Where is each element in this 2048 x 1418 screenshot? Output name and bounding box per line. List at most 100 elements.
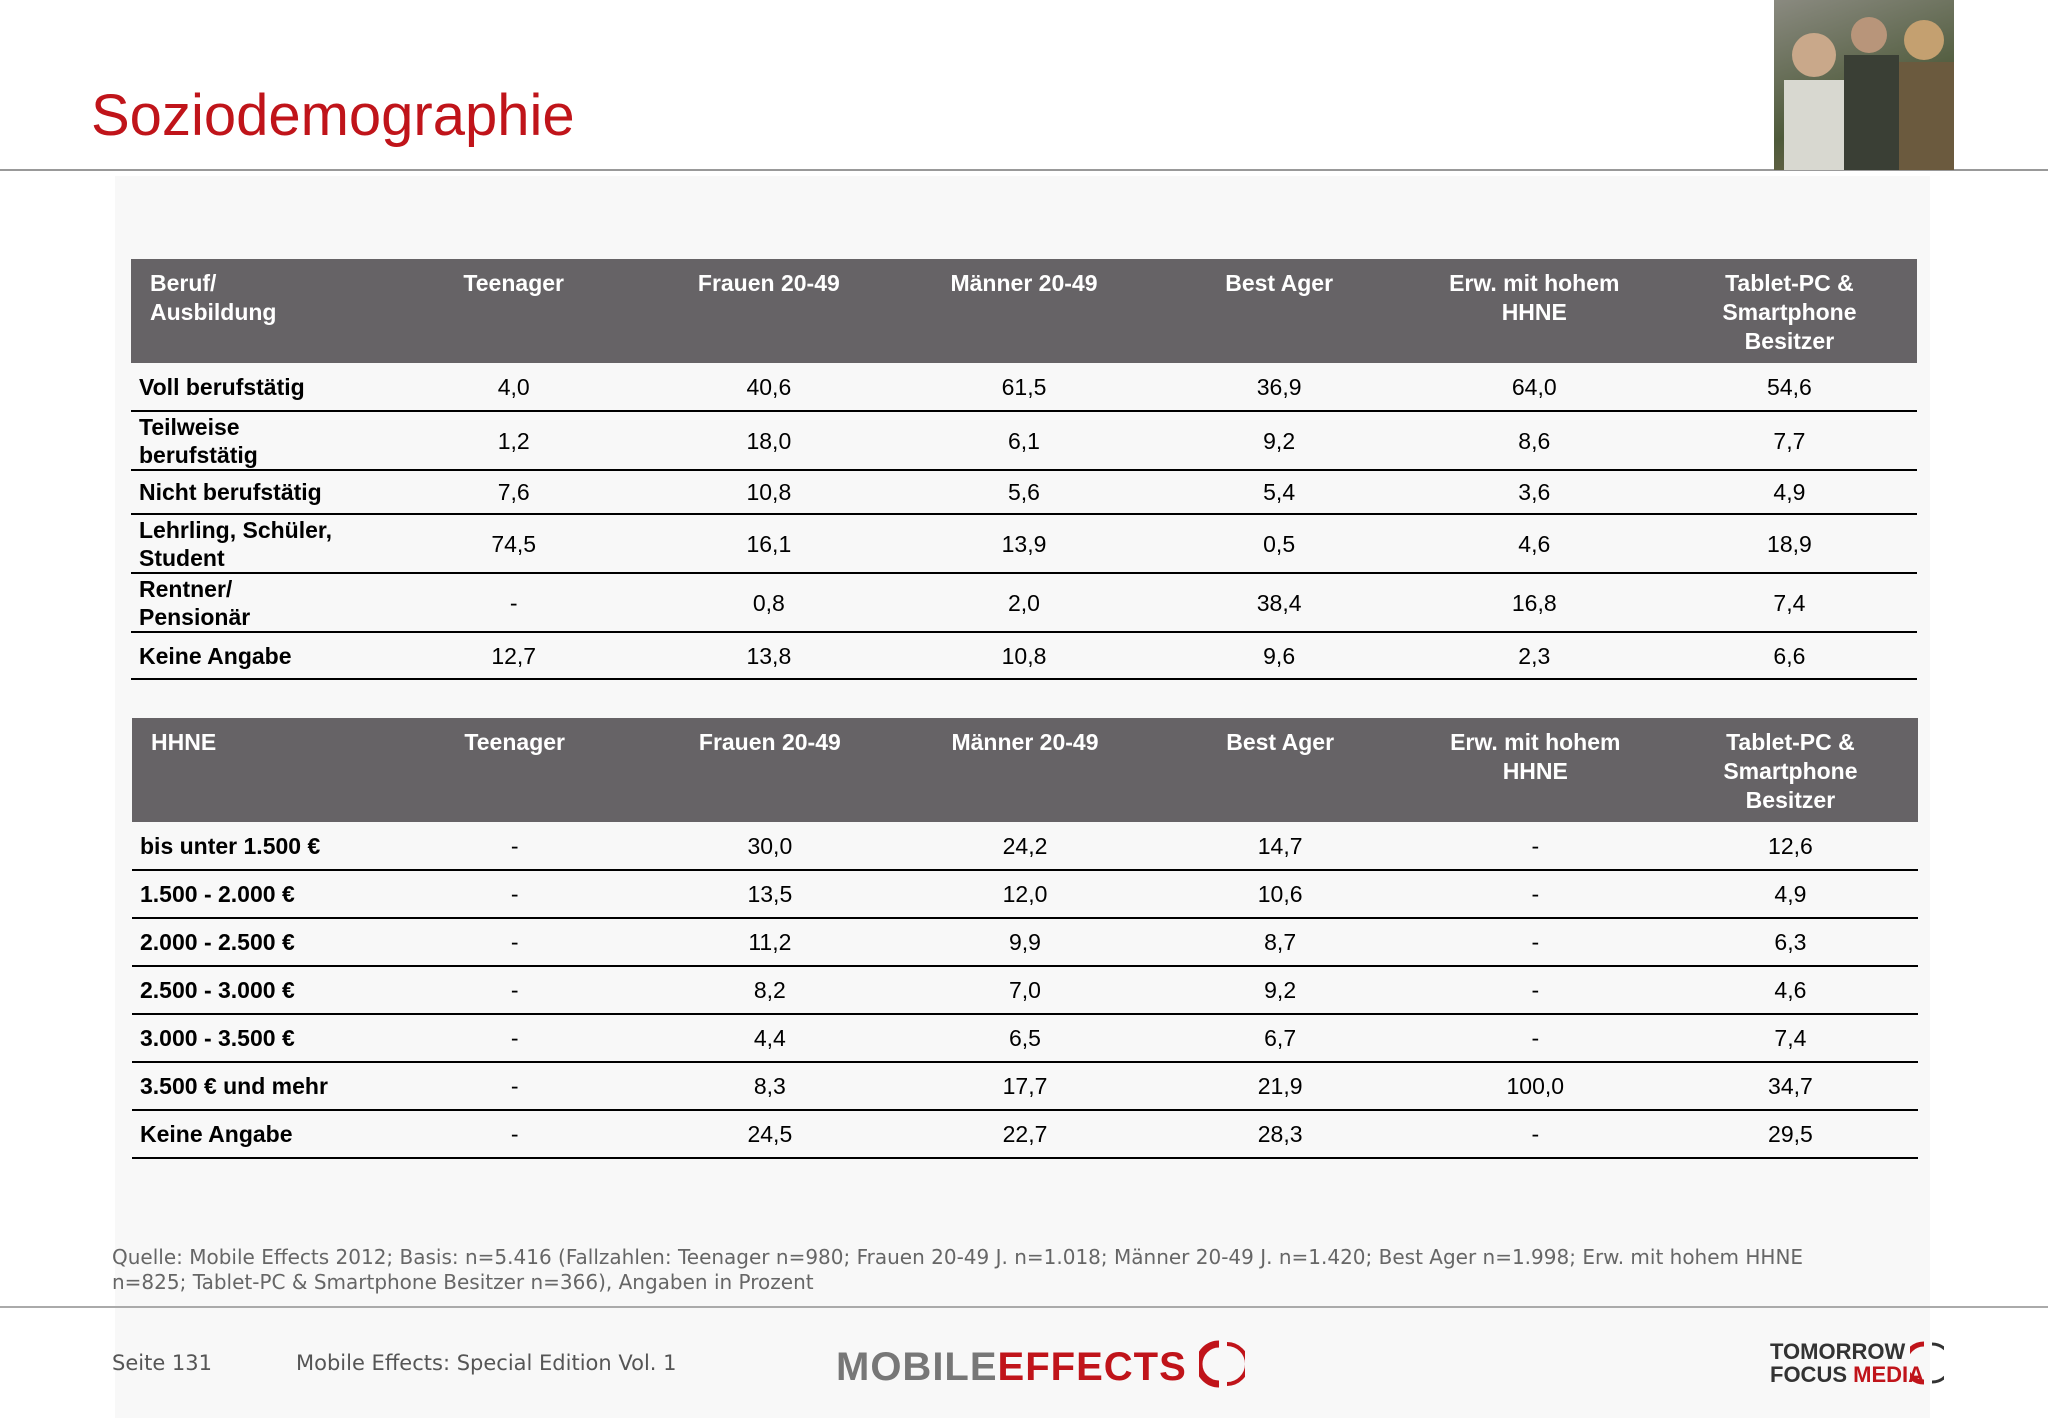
- row-label: 2.500 - 3.000 €: [132, 966, 388, 1015]
- cell: 17,7: [897, 1062, 1153, 1111]
- logo-mark: [1195, 1340, 1249, 1388]
- cell: 40,6: [641, 363, 897, 412]
- table-row: 3.500 € und mehr -8,3 17,7 21,9 100,0 34,7: [132, 1062, 1918, 1111]
- cell: 16,8: [1406, 573, 1662, 633]
- row-label: 3.000 - 3.500 €: [132, 1014, 388, 1063]
- cell: 13,8: [641, 632, 897, 680]
- cell: 10,8: [641, 470, 897, 515]
- column-header: Frauen 20-49: [642, 718, 898, 822]
- cell: -: [387, 870, 643, 919]
- cell: -: [1407, 822, 1663, 871]
- cell: 4,6: [1406, 514, 1662, 574]
- header-photo: [1774, 0, 1954, 170]
- divider: [0, 1306, 2048, 1308]
- column-header: Männer 20-49: [897, 718, 1153, 822]
- cell: 5,6: [896, 470, 1152, 515]
- table-row: Nicht berufstätig 7,6 10,8 5,6 5,4 3,6 4,9: [131, 470, 1917, 515]
- cell: 8,6: [1406, 411, 1662, 471]
- cell: 16,1: [641, 514, 897, 574]
- cell: 13,9: [896, 514, 1152, 574]
- row-label: Voll berufstätig: [131, 363, 387, 412]
- cell: -: [386, 573, 642, 633]
- column-header: Tablet-PC & Smartphone Besitzer: [1662, 718, 1918, 822]
- cell: 54,6: [1661, 363, 1917, 412]
- cell: 1,2: [386, 411, 642, 471]
- cell: 22,7: [897, 1110, 1153, 1159]
- occupation-table: Beruf/ Ausbildung Teenager Frauen 20-49 Män…: [131, 259, 1917, 680]
- row-label: Keine Angabe: [131, 632, 387, 680]
- table-row: 2.500 - 3.000 € -8,2 7,0 9,2-4,6: [132, 966, 1918, 1015]
- table-row: 2.000 - 2.500 € -11,2 9,9 8,7-6,3: [132, 918, 1918, 967]
- column-header: Beruf/ Ausbildung: [131, 259, 387, 363]
- cell: -: [387, 822, 643, 871]
- logo-text: FOCUS: [1770, 1362, 1847, 1387]
- column-header: Tablet-PC & Smartphone Besitzer: [1661, 259, 1917, 363]
- column-header: Männer 20-49: [896, 259, 1152, 363]
- cell: -: [1407, 870, 1663, 919]
- logo-tfm: TOMORROW FOCUS MEDIA: [1770, 1339, 1944, 1387]
- cell: 8,3: [642, 1062, 898, 1111]
- cell: 10,8: [896, 632, 1152, 680]
- logo-text: MOBILE: [836, 1345, 998, 1389]
- cell: 7,4: [1661, 573, 1917, 633]
- table-row: Voll berufstätig 4,0 40,6 61,5 36,9 64,0 54,6: [131, 363, 1917, 412]
- cell: -: [1407, 966, 1663, 1015]
- logo-text: TOMORROW: [1770, 1339, 1906, 1364]
- cell: 2,0: [896, 573, 1152, 633]
- cell: 9,9: [897, 918, 1153, 967]
- table-row: Teilweise berufstätig 1,2 18,0 6,1 9,2 8,6 7,7: [131, 411, 1917, 471]
- column-header: Teenager: [386, 259, 642, 363]
- table-row: 3.000 - 3.500 € -4,4 6,5 6,7-7,4: [132, 1014, 1918, 1063]
- row-label: bis unter 1.500 €: [132, 822, 388, 871]
- page-title: Soziodemographie: [91, 83, 575, 148]
- cell: -: [1407, 1014, 1663, 1063]
- logo-mobile-effects: MOBILEEFFECTS: [836, 1340, 1249, 1390]
- cell: 5,4: [1151, 470, 1407, 515]
- cell: 13,5: [642, 870, 898, 919]
- cell: 34,7: [1662, 1062, 1918, 1111]
- cell: 7,7: [1661, 411, 1917, 471]
- cell: 12,6: [1662, 822, 1918, 871]
- cell: 0,8: [641, 573, 897, 633]
- column-header: Erw. mit hohem HHNE: [1406, 259, 1662, 363]
- cell: 2,3: [1406, 632, 1662, 680]
- cell: 14,7: [1152, 822, 1408, 871]
- cell: 18,9: [1661, 514, 1917, 574]
- cell: -: [1407, 918, 1663, 967]
- column-header: Best Ager: [1151, 259, 1407, 363]
- cell: 61,5: [896, 363, 1152, 412]
- cell: 7,0: [897, 966, 1153, 1015]
- column-header: Best Ager: [1152, 718, 1408, 822]
- cell: 9,2: [1152, 966, 1408, 1015]
- cell: 0,5: [1151, 514, 1407, 574]
- cell: 100,0: [1407, 1062, 1663, 1111]
- photo-shapes: [1784, 17, 1954, 170]
- cell: 4,9: [1662, 870, 1918, 919]
- cell: 12,0: [897, 870, 1153, 919]
- logo-text: MEDIA: [1853, 1362, 1925, 1387]
- cell: 18,0: [641, 411, 897, 471]
- column-header: Frauen 20-49: [641, 259, 897, 363]
- cell: 74,5: [386, 514, 642, 574]
- cell: 6,6: [1661, 632, 1917, 680]
- cell: 4,0: [386, 363, 642, 412]
- edition: Mobile Effects: Special Edition Vol. 1: [296, 1351, 677, 1375]
- row-label: 2.000 - 2.500 €: [132, 918, 388, 967]
- cell: 7,6: [386, 470, 642, 515]
- income-table: HHNE Teenager Frauen 20-49 Männer 20-49 Best…: [132, 718, 1918, 1159]
- table-row: Rentner/ Pensionär -0,8 2,0 38,4 16,8 7,4: [131, 573, 1917, 633]
- cell: 4,9: [1661, 470, 1917, 515]
- cell: 30,0: [642, 822, 898, 871]
- cell: 64,0: [1406, 363, 1662, 412]
- cell: 7,4: [1662, 1014, 1918, 1063]
- cell: 9,6: [1151, 632, 1407, 680]
- source-note: Quelle: Mobile Effects 2012; Basis: n=5.…: [112, 1245, 1804, 1294]
- row-label: 3.500 € und mehr: [132, 1062, 388, 1111]
- row-label: Keine Angabe: [132, 1110, 388, 1159]
- cell: 36,9: [1151, 363, 1407, 412]
- cell: -: [387, 1062, 643, 1111]
- table-row: Lehrling, Schüler, Student 74,5 16,1 13,9 0,…: [131, 514, 1917, 574]
- cell: 3,6: [1406, 470, 1662, 515]
- cell: -: [387, 966, 643, 1015]
